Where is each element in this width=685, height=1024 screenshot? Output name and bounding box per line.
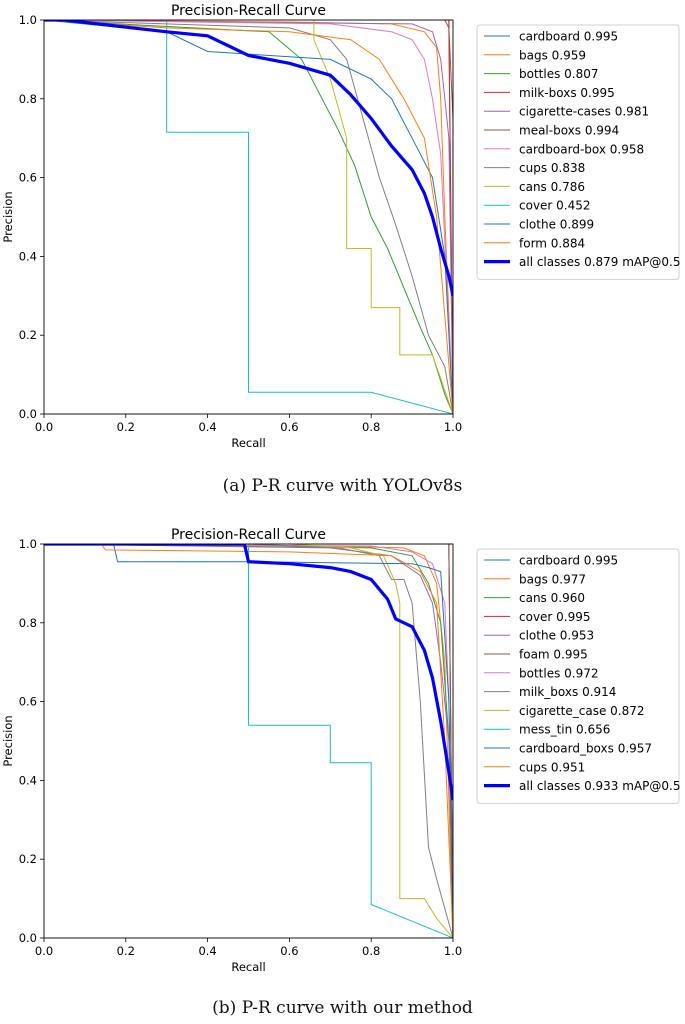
chart-0-legend-entry-4: cigarette-cases 0.981 [519, 105, 649, 119]
chart-1-legend-entry-7: milk_boxs 0.914 [519, 685, 616, 699]
chart-0-series-line-8 [44, 20, 453, 414]
chart-1-x-tick-label: 0.2 [117, 944, 135, 958]
chart-1-legend-entry-4: clothe 0.953 [519, 629, 594, 643]
chart-0-series-line-6 [44, 20, 453, 414]
chart-0-y-axis-label: Precision [1, 191, 15, 242]
chart-1-x-tick-label: 0.4 [198, 944, 216, 958]
chart-1-series-line-4 [44, 544, 453, 938]
chart-1-y-tick-label: 0.4 [19, 773, 37, 787]
chart-0-y-tick-label: 0.4 [19, 249, 37, 263]
chart-1-legend-entry-5: foam 0.995 [519, 648, 588, 662]
chart-0-x-axis-label: Recall [231, 436, 265, 450]
chart-1-y-tick-label: 0.2 [19, 852, 37, 866]
chart-0-series-line-11 [44, 20, 453, 414]
chart-0-x-tick-label: 0.4 [198, 420, 216, 434]
chart-0-legend-entry-3: milk-boxs 0.995 [519, 86, 615, 100]
chart-1-legend-entry-11: cups 0.951 [519, 760, 585, 774]
chart-0-legend-entry-1: bags 0.959 [519, 48, 586, 62]
chart-0-legend-entry-10: clothe 0.899 [519, 218, 594, 232]
chart-1-legend-entry-8: cigarette_case 0.872 [519, 704, 645, 718]
chart-1-title: Precision-Recall Curve [171, 527, 326, 543]
chart-1-legend-entry-12: all classes 0.933 mAP@0.5 [519, 779, 680, 793]
chart-0-series-line-3 [44, 20, 453, 414]
chart-0-x-tick-label: 0.2 [117, 420, 135, 434]
chart-0-legend-entry-7: cups 0.838 [519, 161, 585, 175]
chart-1-series-line-5 [44, 544, 453, 938]
chart-1-x-tick-label: 0.6 [280, 944, 298, 958]
chart-1-x-tick-label: 0.0 [35, 944, 53, 958]
caption-yolov8s: (a) P-R curve with YOLOv8s [222, 476, 463, 496]
chart-1-legend-entry-1: bags 0.977 [519, 572, 586, 586]
chart-0-title: Precision-Recall Curve [171, 3, 326, 19]
chart-0-legend-entry-6: cardboard-box 0.958 [519, 142, 644, 156]
chart-0-y-tick-label: 1.0 [19, 13, 37, 27]
chart-1-legend-box [476, 548, 680, 804]
caption-our-method: (b) P-R curve with our method [212, 998, 473, 1018]
chart-1-x-axis-label: Recall [231, 960, 265, 974]
chart-1-legend-entry-2: cans 0.960 [519, 591, 585, 605]
chart-0-legend-entry-8: cans 0.786 [519, 180, 585, 194]
chart-1-series-line-12 [44, 544, 453, 801]
chart-0-series-line-12 [44, 20, 453, 297]
chart-0-x-tick-label: 0.6 [280, 420, 298, 434]
chart-0-legend-entry-5: meal-boxs 0.994 [519, 124, 619, 138]
chart-0-legend-entry-12: all classes 0.879 mAP@0.5 [519, 255, 680, 269]
chart-0-y-tick-label: 0.0 [19, 407, 37, 421]
chart-1-x-tick-label: 0.8 [362, 944, 380, 958]
chart-1-plot-frame [43, 543, 454, 939]
chart-0-legend-entry-2: bottles 0.807 [519, 67, 599, 81]
chart-1-legend-entry-6: bottles 0.972 [519, 666, 599, 680]
chart-1-y-tick-label: 0.8 [19, 616, 37, 630]
chart-1-y-tick-label: 1.0 [19, 537, 37, 551]
chart-0-series-line-10 [44, 20, 453, 414]
chart-0-series-line-5 [44, 20, 453, 414]
chart-1-legend-entry-0: cardboard 0.995 [519, 554, 618, 568]
chart-1-series-line-9 [44, 544, 453, 938]
chart-0-y-tick-label: 0.8 [19, 92, 37, 106]
chart-0-legend-box [476, 24, 680, 280]
chart-0-legend-entry-0: cardboard 0.995 [519, 30, 618, 44]
chart-1-legend-entry-3: cover 0.995 [519, 610, 591, 624]
chart-0-legend-entry-9: cover 0.452 [519, 199, 591, 213]
chart-0-y-tick-label: 0.2 [19, 328, 37, 342]
chart-0-plot-frame [43, 19, 454, 415]
chart-1-y-axis-label: Precision [1, 715, 15, 766]
chart-1-x-tick-label: 1.0 [444, 944, 462, 958]
chart-0-y-tick-label: 0.6 [19, 171, 37, 185]
chart-1-series-line-11 [44, 544, 453, 938]
chart-0-x-tick-label: 0.0 [35, 420, 53, 434]
chart-0-legend-entry-11: form 0.884 [519, 236, 585, 250]
chart-1-series-line-8 [44, 544, 453, 938]
chart-1-y-tick-label: 0.0 [19, 931, 37, 945]
chart-1-legend-entry-10: cardboard_boxs 0.957 [519, 742, 652, 756]
chart-0-series-line-4 [44, 20, 453, 414]
chart-1-legend-entry-9: mess_tin 0.656 [519, 723, 610, 737]
chart-0-x-tick-label: 0.8 [362, 420, 380, 434]
chart-1-y-tick-label: 0.6 [19, 695, 37, 709]
chart-1-series-line-7 [44, 544, 453, 938]
chart-0-series-line-9 [44, 20, 453, 414]
chart-0-x-tick-label: 1.0 [444, 420, 462, 434]
